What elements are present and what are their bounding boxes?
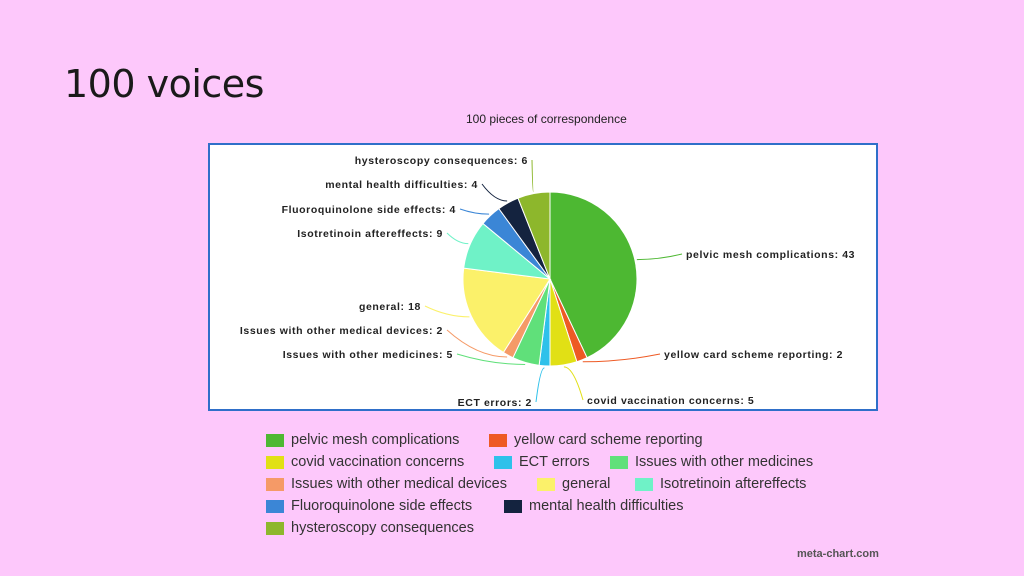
leader-line [563,366,584,401]
legend-label: Fluoroquinolone side effects [291,498,473,514]
legend-item[interactable]: yellow card scheme reporting [489,432,703,448]
leader-line [456,353,526,365]
legend-swatch [610,455,628,469]
chart-frame: pelvic mesh complications: 43 yellow card… [208,143,878,411]
legend-item[interactable]: covid vaccination concerns [266,454,464,470]
slice-data-label: pelvic mesh complications: 43 [686,249,855,261]
leader-line [446,232,469,245]
legend-item[interactable]: mental health difficulties [504,498,684,514]
pie-slice[interactable] [517,191,551,280]
leader-line [531,159,534,193]
legend-swatch [494,455,512,469]
legend-item[interactable]: Fluoroquinolone side effects [266,498,472,514]
pie-slice[interactable] [549,191,638,359]
legend-label: general [562,476,611,492]
legend-swatch [266,433,284,447]
pie-chart: pelvic mesh complications: 43 yellow card… [240,155,855,409]
legend-item[interactable]: hysteroscopy consequences [266,520,474,536]
legend-swatch [635,477,653,491]
legend-swatch [504,499,522,513]
leader-line [636,253,683,261]
leader-line [481,183,508,202]
slice-data-label: Issues with other medical devices: 2 [240,325,443,337]
slice-data-label: mental health difficulties: 4 [325,179,478,191]
slice-data-label: covid vaccination concerns: 5 [587,395,754,407]
legend-label: mental health difficulties [529,498,684,514]
leader-line [446,329,508,358]
legend-label: Isotretinoin aftereffects [660,476,807,492]
legend-swatch [266,499,284,513]
legend-swatch [266,521,284,535]
slice-data-label: ECT errors: 2 [458,397,532,409]
chart-title: 100 pieces of correspondence [466,112,627,126]
legend-item[interactable]: Issues with other medicines [610,454,813,470]
leader-line [424,305,470,318]
slice-data-label: Isotretinoin aftereffects: 9 [297,228,443,240]
legend-item[interactable]: ECT errors [494,454,590,470]
legend-label: hysteroscopy consequences [291,520,474,536]
slice-data-label: general: 18 [359,301,421,313]
legend-label: Issues with other medicines [635,454,814,470]
watermark: meta-chart.com [797,548,879,560]
slide-title: 100 voices [64,62,264,106]
legend-swatch [537,477,555,491]
legend-swatch [489,433,507,447]
legend-item[interactable]: general [537,476,610,492]
legend-swatch [266,477,284,491]
legend-swatch [266,455,284,469]
legend-item[interactable]: pelvic mesh complications [266,432,459,448]
legend-item[interactable]: Isotretinoin aftereffects [635,476,806,492]
leader-line [582,353,661,363]
slice-data-label: Issues with other medicines: 5 [283,349,453,361]
slice-data-label: yellow card scheme reporting: 2 [664,349,843,361]
legend-label: pelvic mesh complications [291,432,460,448]
pie-slice[interactable] [462,267,551,354]
legend-label: ECT errors [519,454,590,470]
leader-line [459,208,490,215]
legend-label: yellow card scheme reporting [514,432,703,448]
slice-data-label: Fluoroquinolone side effects: 4 [282,204,456,216]
legend-label: covid vaccination concerns [291,454,465,470]
legend-label: Issues with other medical devices [291,476,507,492]
slice-data-label: hysteroscopy consequences: 6 [355,155,528,167]
legend-item[interactable]: Issues with other medical devices [266,476,507,492]
leader-line [535,367,545,403]
